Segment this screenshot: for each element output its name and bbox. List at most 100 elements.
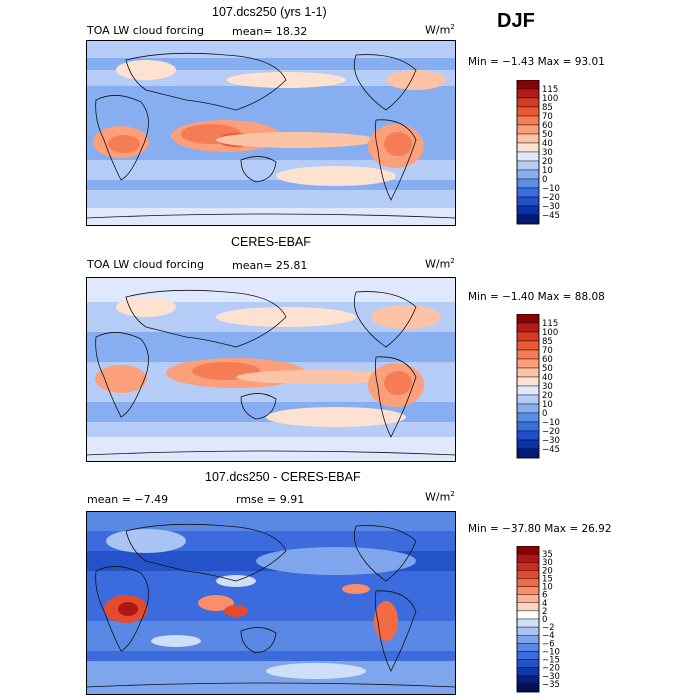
panel-3-map <box>86 511 456 695</box>
colorbar-tick-label: 35 <box>542 550 553 560</box>
colorbar-tick-label: 100 <box>542 328 558 338</box>
colorbar-swatch <box>516 635 540 644</box>
colorbar-tick-label: 70 <box>542 346 553 356</box>
colorbar-tick-label: 2 <box>542 607 547 617</box>
colorbar-tick-label: 50 <box>542 364 553 374</box>
colorbar-swatch <box>516 142 540 153</box>
colorbar-swatch <box>516 553 540 563</box>
colorbar-tick-label: 0 <box>542 409 547 419</box>
colorbar-tick-label: −15 <box>542 656 560 666</box>
colorbar-tick-label: 115 <box>542 85 558 95</box>
colorbar-tick-label: −20 <box>542 664 560 674</box>
colorbar-swatch <box>516 403 540 414</box>
panel-2-minmax: Min = −1.40 Max = 88.08 <box>468 291 605 303</box>
colorbar-tick-label: −10 <box>542 418 560 428</box>
colorbar-tick-label: −45 <box>542 445 560 455</box>
panel-2-units: W/m2 <box>425 257 455 271</box>
colorbar-swatch <box>516 586 540 595</box>
colorbar-swatch <box>516 546 540 555</box>
colorbar-tick-label: 115 <box>542 319 558 329</box>
colorbar-swatch <box>516 106 540 117</box>
colorbar-tick-label: 70 <box>542 112 553 122</box>
panel-2-title: CERES-EBAF <box>231 235 311 249</box>
colorbar-tick-label: 20 <box>542 566 553 576</box>
colorbar-swatch <box>516 124 540 135</box>
colorbar-swatch <box>516 358 540 369</box>
colorbar-tick-label: 40 <box>542 373 553 383</box>
colorbar-swatch <box>516 196 540 207</box>
colorbar-tick-label: −35 <box>542 680 560 690</box>
colorbar-swatch <box>516 340 540 351</box>
colorbar-swatch <box>516 667 540 676</box>
colorbar-swatch <box>516 385 540 396</box>
colorbar-tick-label: 30 <box>542 148 553 158</box>
season-label: DJF <box>497 10 535 32</box>
colorbar-tick-label: 85 <box>542 337 553 347</box>
colorbar-tick-label: 85 <box>542 103 553 113</box>
colorbar-tick-label: −2 <box>542 623 555 633</box>
panel-3-title: 107.dcs250 - CERES-EBAF <box>205 470 361 484</box>
colorbar-tick-label: −30 <box>542 202 560 212</box>
colorbar-swatch <box>516 97 540 108</box>
colorbar-swatch <box>516 80 540 90</box>
colorbar-swatch <box>516 448 540 459</box>
colorbar-border <box>516 80 540 225</box>
colorbar-swatch <box>516 421 540 432</box>
colorbar-tick-label: −20 <box>542 193 560 203</box>
colorbar-tick-label: 0 <box>542 175 547 185</box>
panel-3-minmax: Min = −37.80 Max = 26.92 <box>468 523 612 535</box>
colorbar-tick-label: 50 <box>542 130 553 140</box>
colorbar-tick-label: 30 <box>542 558 553 568</box>
colorbar-tick-label: 60 <box>542 355 553 365</box>
colorbar-tick-label: −30 <box>542 436 560 446</box>
colorbar-swatch <box>516 594 540 603</box>
panel-2-map <box>86 277 456 462</box>
colorbar-border <box>516 314 540 459</box>
colorbar-swatch <box>516 205 540 216</box>
colorbar-swatch <box>516 610 540 620</box>
panel-1-map <box>86 40 456 226</box>
colorbar-swatch <box>516 602 540 612</box>
colorbar-swatch <box>516 675 540 685</box>
panel-3-units: W/m2 <box>425 490 455 504</box>
colorbar-swatch <box>516 88 540 99</box>
colorbar-swatch <box>516 151 540 162</box>
colorbar-tick-label: 10 <box>542 166 553 176</box>
colorbar-swatch <box>516 349 540 360</box>
colorbar-swatch <box>516 133 540 144</box>
colorbar-tick-label: 6 <box>542 591 547 601</box>
colorbar-swatch <box>516 659 540 668</box>
colorbar-swatch <box>516 376 540 387</box>
colorbar-swatch <box>516 430 540 441</box>
colorbar-tick-label: 10 <box>542 400 553 410</box>
colorbar-tick-label: −30 <box>542 672 560 682</box>
colorbar-tick-label: −45 <box>542 211 560 221</box>
panel-3-mean: mean = −7.49 <box>87 493 169 506</box>
colorbar-tick-label: 15 <box>542 574 553 584</box>
colorbar-swatch <box>516 160 540 171</box>
colorbar-tick-label: 60 <box>542 121 553 131</box>
colorbar-tick-label: −10 <box>542 184 560 194</box>
colorbar-swatch <box>516 570 540 579</box>
colorbar-tick-label: −10 <box>542 647 560 657</box>
panel-1-units: W/m2 <box>425 23 455 37</box>
colorbar-tick-label: 40 <box>542 139 553 149</box>
colorbar-swatch <box>516 169 540 180</box>
panel-1-title: 107.dcs250 (yrs 1-1) <box>212 5 327 19</box>
colorbar-tick-label: −6 <box>542 639 555 649</box>
colorbar-swatch <box>516 439 540 450</box>
panel-2-variable: TOA LW cloud forcing <box>87 258 204 271</box>
colorbar-tick-label: 20 <box>542 157 553 167</box>
colorbar-swatch <box>516 643 540 652</box>
colorbar-border <box>516 546 540 693</box>
colorbar-swatch <box>516 178 540 189</box>
panel-3-rmse: rmse = 9.91 <box>236 493 305 506</box>
colorbar-tick-label: 30 <box>542 382 553 392</box>
colorbar-swatch <box>516 618 540 628</box>
colorbar-swatch <box>516 683 540 693</box>
colorbar-swatch <box>516 394 540 405</box>
colorbar-swatch <box>516 314 540 324</box>
